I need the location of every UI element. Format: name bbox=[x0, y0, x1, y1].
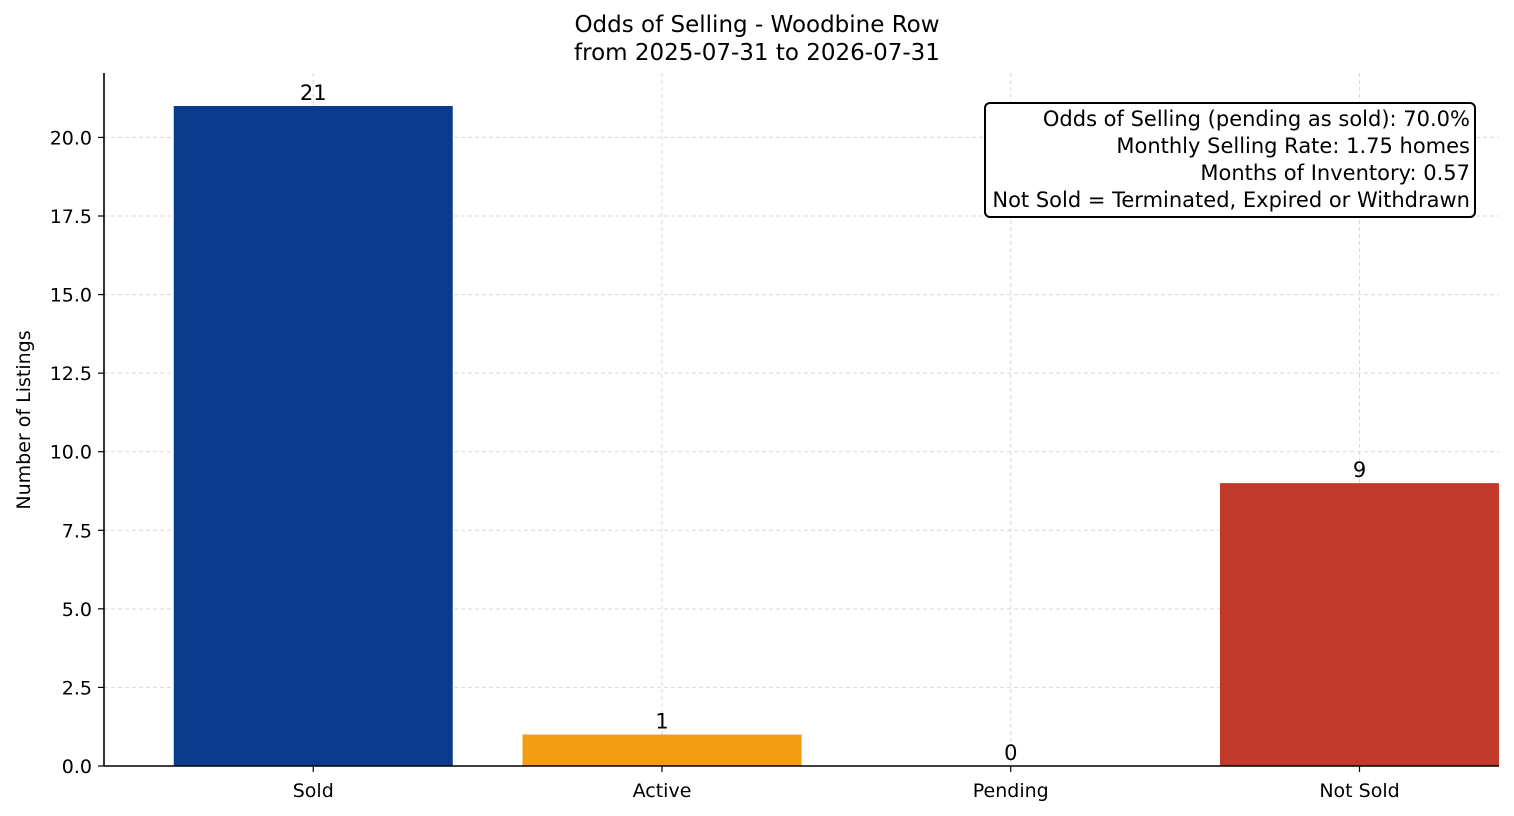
y-tick-label: 17.5 bbox=[50, 206, 92, 228]
x-tick-label: Sold bbox=[293, 780, 334, 802]
y-tick-label: 10.0 bbox=[50, 442, 92, 464]
y-tick-label: 0.0 bbox=[62, 756, 92, 778]
y-tick-label: 2.5 bbox=[62, 677, 92, 699]
y-tick-label: 7.5 bbox=[62, 520, 92, 542]
bar-not-sold bbox=[1220, 483, 1499, 766]
y-tick-label: 12.5 bbox=[50, 363, 92, 385]
bar-value-label: 1 bbox=[655, 710, 668, 734]
y-tick-label: 5.0 bbox=[62, 599, 92, 621]
y-tick-label: 20.0 bbox=[50, 127, 92, 149]
chart-subtitle: from 2025-07-31 to 2026-07-31 bbox=[574, 40, 940, 66]
monthly-selling-rate-text: Monthly Selling Rate: 1.75 homes bbox=[1116, 134, 1470, 158]
bar-value-label: 0 bbox=[1004, 741, 1017, 765]
x-tick-label: Not Sold bbox=[1319, 780, 1399, 802]
chart-title: Odds of Selling - Woodbine Row bbox=[574, 12, 940, 38]
bar-value-label: 21 bbox=[300, 81, 327, 105]
not-sold-definition-text: Not Sold = Terminated, Expired or Withdr… bbox=[992, 188, 1470, 212]
stats-box: Odds of Selling (pending as sold): 70.0%… bbox=[984, 102, 1476, 218]
bar-sold bbox=[173, 106, 453, 766]
x-tick-label: Pending bbox=[973, 780, 1049, 802]
y-tick-label: 15.0 bbox=[50, 285, 92, 307]
months-of-inventory-text: Months of Inventory: 0.57 bbox=[1200, 161, 1470, 185]
bar-value-label: 9 bbox=[1353, 458, 1366, 482]
odds-of-selling-text: Odds of Selling (pending as sold): 70.0% bbox=[1042, 107, 1470, 131]
x-tick-label: Active bbox=[633, 780, 692, 802]
bar-active bbox=[522, 734, 802, 766]
